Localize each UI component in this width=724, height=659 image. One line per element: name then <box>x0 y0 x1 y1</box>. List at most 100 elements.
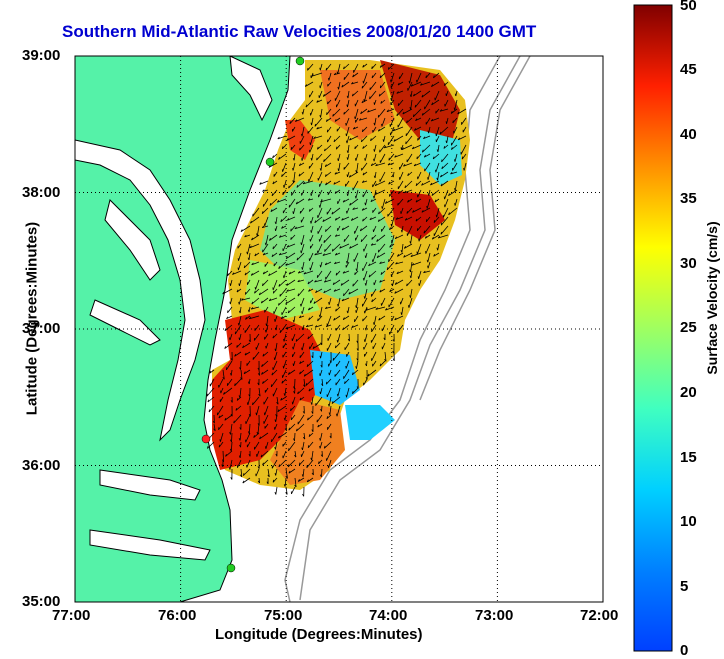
velocity-vector <box>367 369 377 377</box>
velocity-vector <box>365 198 368 206</box>
velocity-vector <box>408 297 413 308</box>
velocity-vector-head <box>262 252 266 256</box>
velocity-vector <box>279 288 287 297</box>
velocity-vector-head <box>404 190 407 194</box>
velocity-vector-head <box>386 267 389 270</box>
velocity-vector <box>326 108 332 116</box>
velocity-vector-head <box>275 453 278 457</box>
velocity-vector <box>287 216 296 221</box>
velocity-vector <box>247 396 251 406</box>
velocity-vector-head <box>328 412 331 415</box>
velocity-vector-head <box>370 163 373 166</box>
velocity-vector-head <box>375 163 378 166</box>
velocity-vector <box>267 468 270 477</box>
velocity-vector <box>333 72 341 76</box>
velocity-vector <box>349 243 359 249</box>
velocity-vector-head <box>344 381 346 384</box>
velocity-vector <box>296 180 305 188</box>
velocity-vector-head <box>404 218 408 221</box>
velocity-vector <box>270 378 278 388</box>
velocity-vector-head <box>409 241 411 244</box>
velocity-vector <box>364 90 368 102</box>
velocity-vector <box>318 90 323 98</box>
velocity-vector <box>345 360 350 369</box>
velocity-vector-head <box>238 283 240 286</box>
velocity-vector <box>355 234 359 241</box>
velocity-vector <box>278 153 287 160</box>
colorbar-tick-label: 0 <box>680 642 689 659</box>
velocity-vector <box>290 225 296 232</box>
velocity-vector-head <box>233 420 235 424</box>
velocity-vector <box>262 243 269 253</box>
velocity-vector <box>317 144 323 150</box>
velocity-vector <box>244 351 251 356</box>
velocity-vector <box>238 297 242 305</box>
velocity-vector <box>341 216 350 221</box>
velocity-vector <box>359 117 368 121</box>
velocity-vector-head <box>261 372 263 375</box>
velocity-vector-head <box>354 116 356 120</box>
velocity-vector <box>328 396 332 407</box>
velocity-vector <box>271 459 278 469</box>
velocity-vector <box>378 315 386 321</box>
velocity-vector <box>326 378 332 385</box>
velocity-vector <box>340 279 350 286</box>
velocity-vector-head <box>402 111 405 115</box>
velocity-vector-head <box>314 123 316 127</box>
velocity-vector <box>288 441 296 452</box>
velocity-vector <box>242 342 251 349</box>
velocity-vector <box>417 171 422 180</box>
velocity-vector-head <box>409 295 411 298</box>
velocity-vector <box>406 207 413 214</box>
velocity-vector <box>379 144 386 153</box>
velocity-vector-head <box>362 146 364 149</box>
velocity-vector-head <box>443 83 446 86</box>
velocity-vector <box>460 144 467 155</box>
velocity-vector <box>277 405 287 413</box>
velocity-vector <box>309 90 314 98</box>
velocity-vector-head <box>206 393 208 397</box>
velocity-vector-head <box>292 168 294 171</box>
velocity-vector <box>325 63 332 71</box>
velocity-vector <box>324 162 332 168</box>
velocity-vector <box>375 189 386 195</box>
velocity-vector-head <box>360 111 363 114</box>
velocity-vector <box>278 261 287 269</box>
velocity-vector <box>338 81 341 90</box>
velocity-vector-head <box>451 147 453 150</box>
velocity-vector-head <box>306 479 309 483</box>
velocity-vector-head <box>443 145 446 149</box>
velocity-vector-head <box>346 174 348 177</box>
velocity-vector-head <box>364 282 367 286</box>
velocity-vector-head <box>232 272 235 275</box>
velocity-vector <box>332 243 341 252</box>
velocity-vector-head <box>341 227 344 231</box>
x-tick-label: 75:00 <box>264 607 303 624</box>
velocity-vector <box>381 297 386 306</box>
velocity-vector-head <box>307 281 310 285</box>
velocity-vector <box>299 162 305 167</box>
velocity-vector <box>269 234 278 241</box>
velocity-vector <box>232 270 242 275</box>
velocity-vector-head <box>290 408 292 411</box>
velocity-vector-head <box>244 352 247 356</box>
velocity-vector <box>326 315 332 327</box>
velocity-vector <box>282 243 287 252</box>
velocity-vector <box>344 378 350 384</box>
velocity-vector <box>410 270 413 279</box>
velocity-vector <box>222 450 224 462</box>
velocity-vector-head <box>339 245 342 249</box>
velocity-vector <box>413 108 422 118</box>
velocity-vector-head <box>342 199 345 203</box>
velocity-vector-head <box>292 346 294 350</box>
velocity-vector-head <box>334 345 337 349</box>
velocity-vector-head <box>234 353 237 357</box>
velocity-vector-head <box>323 290 326 294</box>
velocity-vector <box>343 108 350 115</box>
velocity-vector-head <box>283 275 285 279</box>
velocity-vector <box>339 243 350 249</box>
velocity-vector <box>426 198 431 209</box>
velocity-vector <box>345 117 350 126</box>
velocity-vector-head <box>463 167 465 171</box>
velocity-vector <box>410 90 413 97</box>
